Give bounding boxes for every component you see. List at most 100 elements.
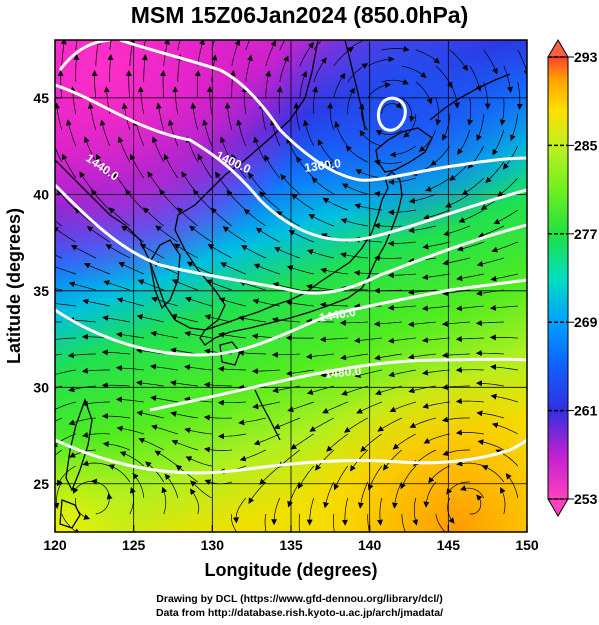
streamline-arrow bbox=[314, 449, 335, 471]
contour-closed-low bbox=[376, 96, 407, 132]
streamline-arrow bbox=[55, 254, 62, 259]
streamline-arrow bbox=[107, 54, 114, 83]
streamline-arrow bbox=[103, 280, 130, 291]
streamline-arrow bbox=[418, 129, 437, 152]
streamline-arrow bbox=[442, 113, 451, 141]
streamline-arrow bbox=[322, 401, 348, 414]
streamline-arrow bbox=[490, 273, 518, 282]
credit-line-data: Data from http://database.rish.kyoto-u.a… bbox=[155, 607, 444, 619]
streamline-arrow bbox=[185, 136, 199, 163]
streamline-arrow bbox=[231, 153, 247, 179]
streamline-arrow bbox=[497, 177, 519, 197]
colorbar-tick-label: 261 bbox=[574, 403, 598, 419]
streamline-arrow bbox=[387, 209, 416, 216]
streamline-arrow bbox=[322, 197, 348, 211]
streamline-arrow bbox=[387, 337, 416, 344]
streamline-arrow bbox=[118, 262, 144, 275]
streamline-arrow bbox=[184, 330, 212, 339]
streamline-arrow bbox=[425, 177, 450, 192]
streamline-arrow bbox=[457, 129, 471, 155]
streamline-arrow bbox=[229, 70, 236, 99]
credit-line-drawing: Drawing by DCL (https://www.gfd-dennou.o… bbox=[156, 593, 443, 605]
streamline-arrow bbox=[90, 189, 111, 211]
streamline-arrow bbox=[475, 320, 504, 327]
streamline-arrow bbox=[358, 103, 369, 131]
streamline-arrow bbox=[423, 209, 450, 220]
streamline-arrow bbox=[317, 139, 335, 163]
streamline-arrow bbox=[253, 433, 280, 446]
contour-label: 1360.0 bbox=[303, 156, 342, 175]
streamline-arrow bbox=[287, 481, 301, 508]
streamline-arrow bbox=[455, 305, 484, 312]
streamline-arrow bbox=[151, 296, 178, 307]
streamline-arrow bbox=[354, 203, 382, 211]
streamline-arrow bbox=[309, 417, 334, 432]
streamline-arrow bbox=[279, 55, 289, 83]
ryukyu-islands bbox=[254, 389, 281, 441]
streamline-arrow bbox=[233, 497, 247, 524]
streamline-arrow bbox=[185, 456, 212, 467]
streamline-arrow bbox=[422, 273, 450, 281]
streamline-arrow bbox=[155, 225, 178, 243]
streamline-arrow bbox=[323, 481, 335, 509]
streamline-arrow bbox=[203, 446, 232, 453]
streamline-arrow bbox=[86, 226, 110, 243]
streamline-arrow bbox=[172, 86, 179, 115]
x-tick-label: 120 bbox=[43, 537, 67, 553]
streamline-arrow bbox=[476, 410, 504, 419]
streamline-arrow bbox=[239, 280, 266, 291]
streamline-arrow bbox=[491, 422, 518, 435]
streamline-arrow bbox=[82, 298, 110, 307]
streamline-arrow bbox=[176, 54, 183, 82]
streamline-arrow bbox=[81, 367, 110, 374]
streamline-arrow bbox=[306, 249, 334, 259]
streamline-arrow bbox=[204, 479, 232, 486]
streamline-arrow bbox=[220, 262, 246, 275]
streamline-arrow bbox=[210, 207, 233, 227]
streamline-arrow bbox=[459, 485, 485, 499]
streamline-arrow bbox=[339, 319, 368, 326]
streamline-arrow bbox=[81, 431, 110, 438]
streamline-arrow bbox=[493, 209, 518, 225]
streamline-arrow bbox=[55, 481, 63, 509]
streamline-arrow bbox=[500, 487, 506, 515]
x-tick-label: 150 bbox=[515, 537, 539, 553]
streamline-arrow bbox=[55, 288, 62, 291]
streamline-arrow bbox=[423, 433, 450, 444]
streamline-arrow bbox=[236, 119, 247, 147]
streamline-arrow bbox=[269, 119, 281, 147]
streamline-arrow bbox=[185, 296, 212, 307]
streamline-arrow bbox=[407, 321, 436, 328]
streamline-arrow bbox=[333, 513, 335, 532]
streamline-arrow bbox=[408, 353, 436, 360]
streamline-arrow bbox=[55, 220, 63, 227]
streamline-arrow bbox=[367, 56, 395, 67]
streamline-arrow bbox=[189, 488, 200, 515]
streamline-arrow bbox=[150, 330, 178, 339]
streamline-arrow bbox=[194, 70, 201, 99]
streamline-arrow bbox=[265, 70, 272, 98]
streamline-arrow bbox=[143, 207, 165, 227]
streamline-arrow bbox=[415, 81, 433, 105]
streamline-arrow bbox=[129, 153, 145, 179]
colorbar-scale bbox=[547, 56, 569, 500]
streamline-arrow bbox=[461, 177, 485, 196]
streamline-arrow bbox=[68, 385, 96, 393]
streamline-arrow bbox=[319, 301, 348, 308]
streamline-arrow bbox=[306, 385, 334, 395]
streamline-arrow bbox=[403, 113, 417, 138]
streamline-arrow bbox=[259, 191, 281, 211]
streamline-arrow bbox=[490, 393, 518, 403]
streamline-arrow bbox=[68, 417, 96, 426]
streamline-arrow bbox=[481, 465, 505, 483]
streamline-arrow bbox=[55, 433, 76, 448]
streamline-arrow bbox=[253, 136, 267, 163]
streamline-arrow bbox=[442, 449, 470, 456]
streamline-arrow bbox=[177, 40, 181, 51]
streamline-arrow bbox=[259, 465, 281, 485]
streamline-arrow bbox=[115, 396, 144, 403]
y-tick-label: 25 bbox=[33, 476, 49, 492]
streamline-arrow bbox=[184, 364, 212, 371]
x-axis-label: Longitude (degrees) bbox=[204, 560, 377, 580]
streamline-arrow bbox=[55, 401, 76, 413]
